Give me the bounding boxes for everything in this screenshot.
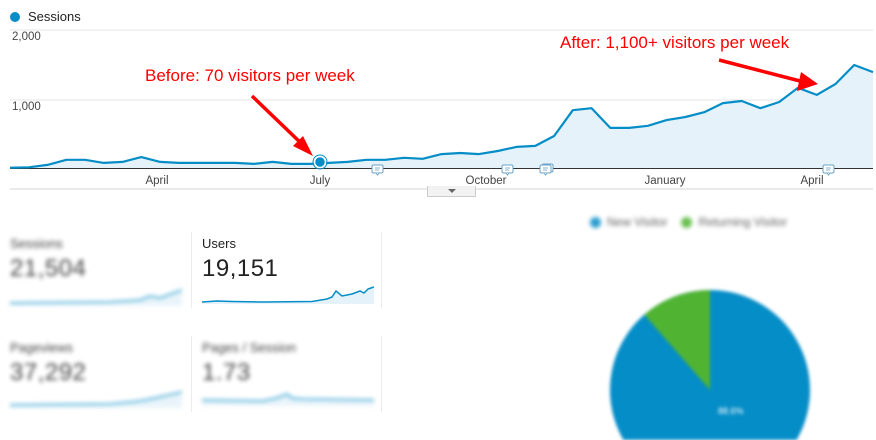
metric-value: 1.73 xyxy=(202,359,251,386)
x-tick-october: October xyxy=(465,175,507,187)
pie-legend: New Visitor Returning Visitor xyxy=(590,215,801,229)
new-visitor-swatch xyxy=(590,216,601,228)
pie-label-returning: 11.4% xyxy=(662,266,687,276)
annotation-marker-icon[interactable] xyxy=(501,164,514,176)
x-tick-april-2: April xyxy=(800,175,824,187)
metric-label: Pages / Session xyxy=(202,340,296,355)
annotation-marker-icon[interactable] xyxy=(371,164,384,176)
annotation-marker-stack-icon[interactable] xyxy=(539,163,554,176)
card-divider xyxy=(381,232,382,308)
metric-sparkline xyxy=(202,286,374,304)
metric-card-users[interactable]: Users 19,151 xyxy=(192,228,377,308)
card-divider xyxy=(191,232,192,308)
returning-visitor-swatch xyxy=(681,216,693,228)
metric-value: 19,151 xyxy=(202,255,279,282)
metric-sparkline xyxy=(10,391,182,408)
pie-legend-returning-visitor[interactable]: Returning Visitor xyxy=(681,215,787,229)
sessions-legend[interactable]: Sessions xyxy=(10,9,81,24)
sessions-area-fill xyxy=(10,65,873,168)
visitor-type-pie-chart: 11.4% 88.6% xyxy=(610,266,810,440)
collapse-chart-button[interactable] xyxy=(427,186,476,197)
annotation-marker-icon[interactable] xyxy=(822,164,835,176)
metric-card-pages-per-session[interactable]: Pages / Session 1.73 xyxy=(192,332,377,412)
annotation-arrow-after-icon xyxy=(718,58,818,91)
highlight-point xyxy=(313,155,327,169)
y-tick-1000: 1,000 xyxy=(12,101,41,113)
pie-legend-label: New Visitor xyxy=(607,215,668,229)
card-divider xyxy=(381,336,382,412)
y-tick-2000: 2,000 xyxy=(12,31,41,43)
sessions-legend-label: Sessions xyxy=(28,9,81,24)
sessions-legend-dot xyxy=(10,11,20,22)
pie-legend-new-visitor[interactable]: New Visitor xyxy=(590,215,667,229)
x-tick-april: April xyxy=(145,175,169,187)
metric-value: 21,504 xyxy=(10,255,87,282)
x-tick-january: January xyxy=(644,175,686,187)
sessions-line-chart xyxy=(9,29,874,190)
pie-legend-label: Returning Visitor xyxy=(698,215,787,229)
annotation-before: Before: 70 visitors per week xyxy=(145,66,355,85)
x-tick-july: July xyxy=(309,175,331,187)
metric-card-sessions[interactable]: Sessions 21,504 xyxy=(0,228,185,308)
metric-label: Users xyxy=(202,236,236,251)
card-divider xyxy=(191,336,192,412)
metric-label: Pageviews xyxy=(10,340,73,355)
highlight-point-ring xyxy=(312,154,328,170)
metric-label: Sessions xyxy=(10,236,63,251)
sessions-line xyxy=(9,63,874,169)
pie-label-new: 88.6% xyxy=(718,406,744,416)
annotation-arrow-before-icon xyxy=(250,94,313,156)
pie-slice-returning-visitor xyxy=(644,290,710,390)
chevron-down-icon xyxy=(448,189,456,193)
annotation-after: After: 1,100+ visitors per week xyxy=(560,33,790,52)
metric-sparkline xyxy=(10,289,182,306)
metric-sparkline xyxy=(202,393,374,406)
metric-card-pageviews[interactable]: Pageviews 37,292 xyxy=(0,332,185,412)
metric-value: 37,292 xyxy=(10,359,87,386)
